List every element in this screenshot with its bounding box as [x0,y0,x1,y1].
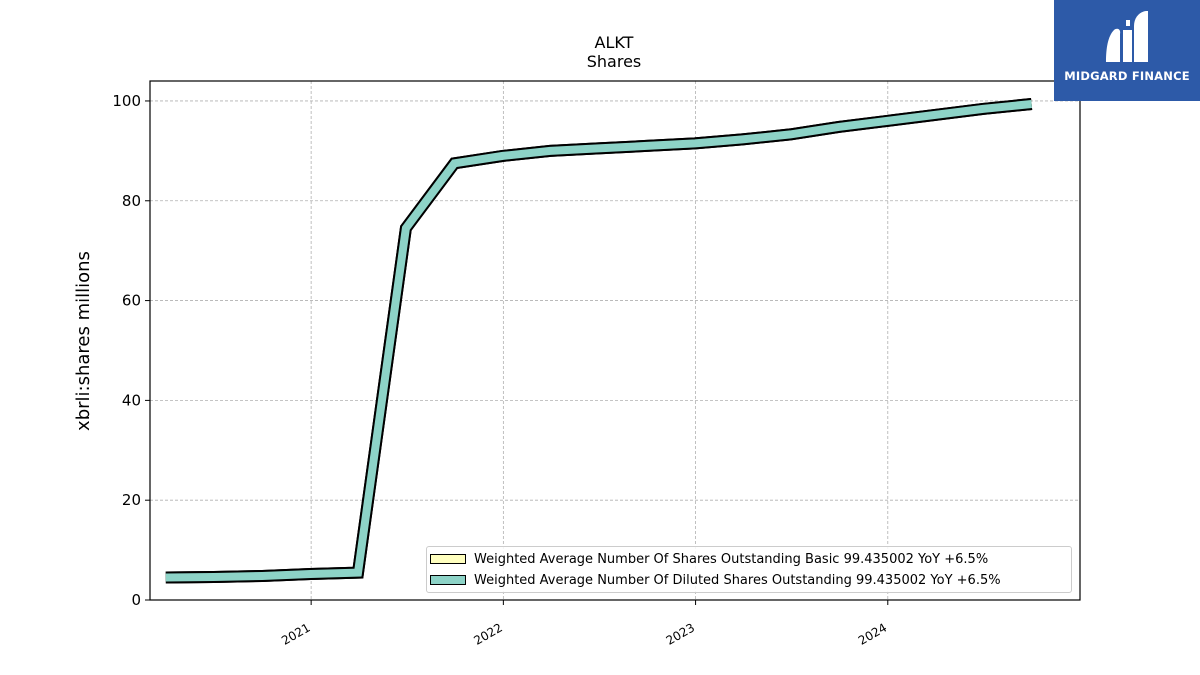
y-tick-label: 60 [122,292,141,310]
y-tick-label: 40 [122,391,141,409]
y-tick-label: 100 [112,92,141,110]
legend-label-diluted: Weighted Average Number Of Diluted Share… [474,572,1001,588]
y-tick-label: 80 [122,192,141,210]
logo-mark-icon [1106,11,1148,62]
legend-swatch-diluted [430,575,466,585]
series-line-basic [165,100,1033,582]
y-axis-label: xbrli:shares millions [73,251,94,431]
x-ticks: 2021 2022 2023 2024 [279,600,889,648]
legend-entry-diluted: Weighted Average Number Of Diluted Share… [427,570,1001,590]
series-lines [165,98,1033,584]
x-tick-label: 2021 [279,620,312,647]
y-tick-label: 20 [122,491,141,509]
series-outline-basic [165,98,1033,584]
legend-label-basic: Weighted Average Number Of Shares Outsta… [474,551,989,567]
series-outline-diluted [165,98,1033,584]
y-tick-label: 0 [131,591,141,609]
grid [150,81,1080,600]
chart-subtitle: Shares [587,52,642,71]
logo-text: MIDGARD FINANCE [1064,69,1190,83]
y-ticks: 0 20 40 60 80 100 [112,92,150,609]
legend: Weighted Average Number Of Shares Outsta… [426,546,1072,593]
brand-logo: MIDGARD FINANCE [1054,0,1200,101]
legend-swatch-basic [430,554,466,564]
x-tick-label: 2023 [664,620,697,647]
chart-title: ALKT [595,33,634,52]
series-line-diluted [165,100,1033,582]
x-tick-label: 2022 [471,620,504,647]
x-tick-label: 2024 [856,620,889,647]
legend-entry-basic: Weighted Average Number Of Shares Outsta… [427,549,988,569]
plot-frame [149,80,1081,601]
